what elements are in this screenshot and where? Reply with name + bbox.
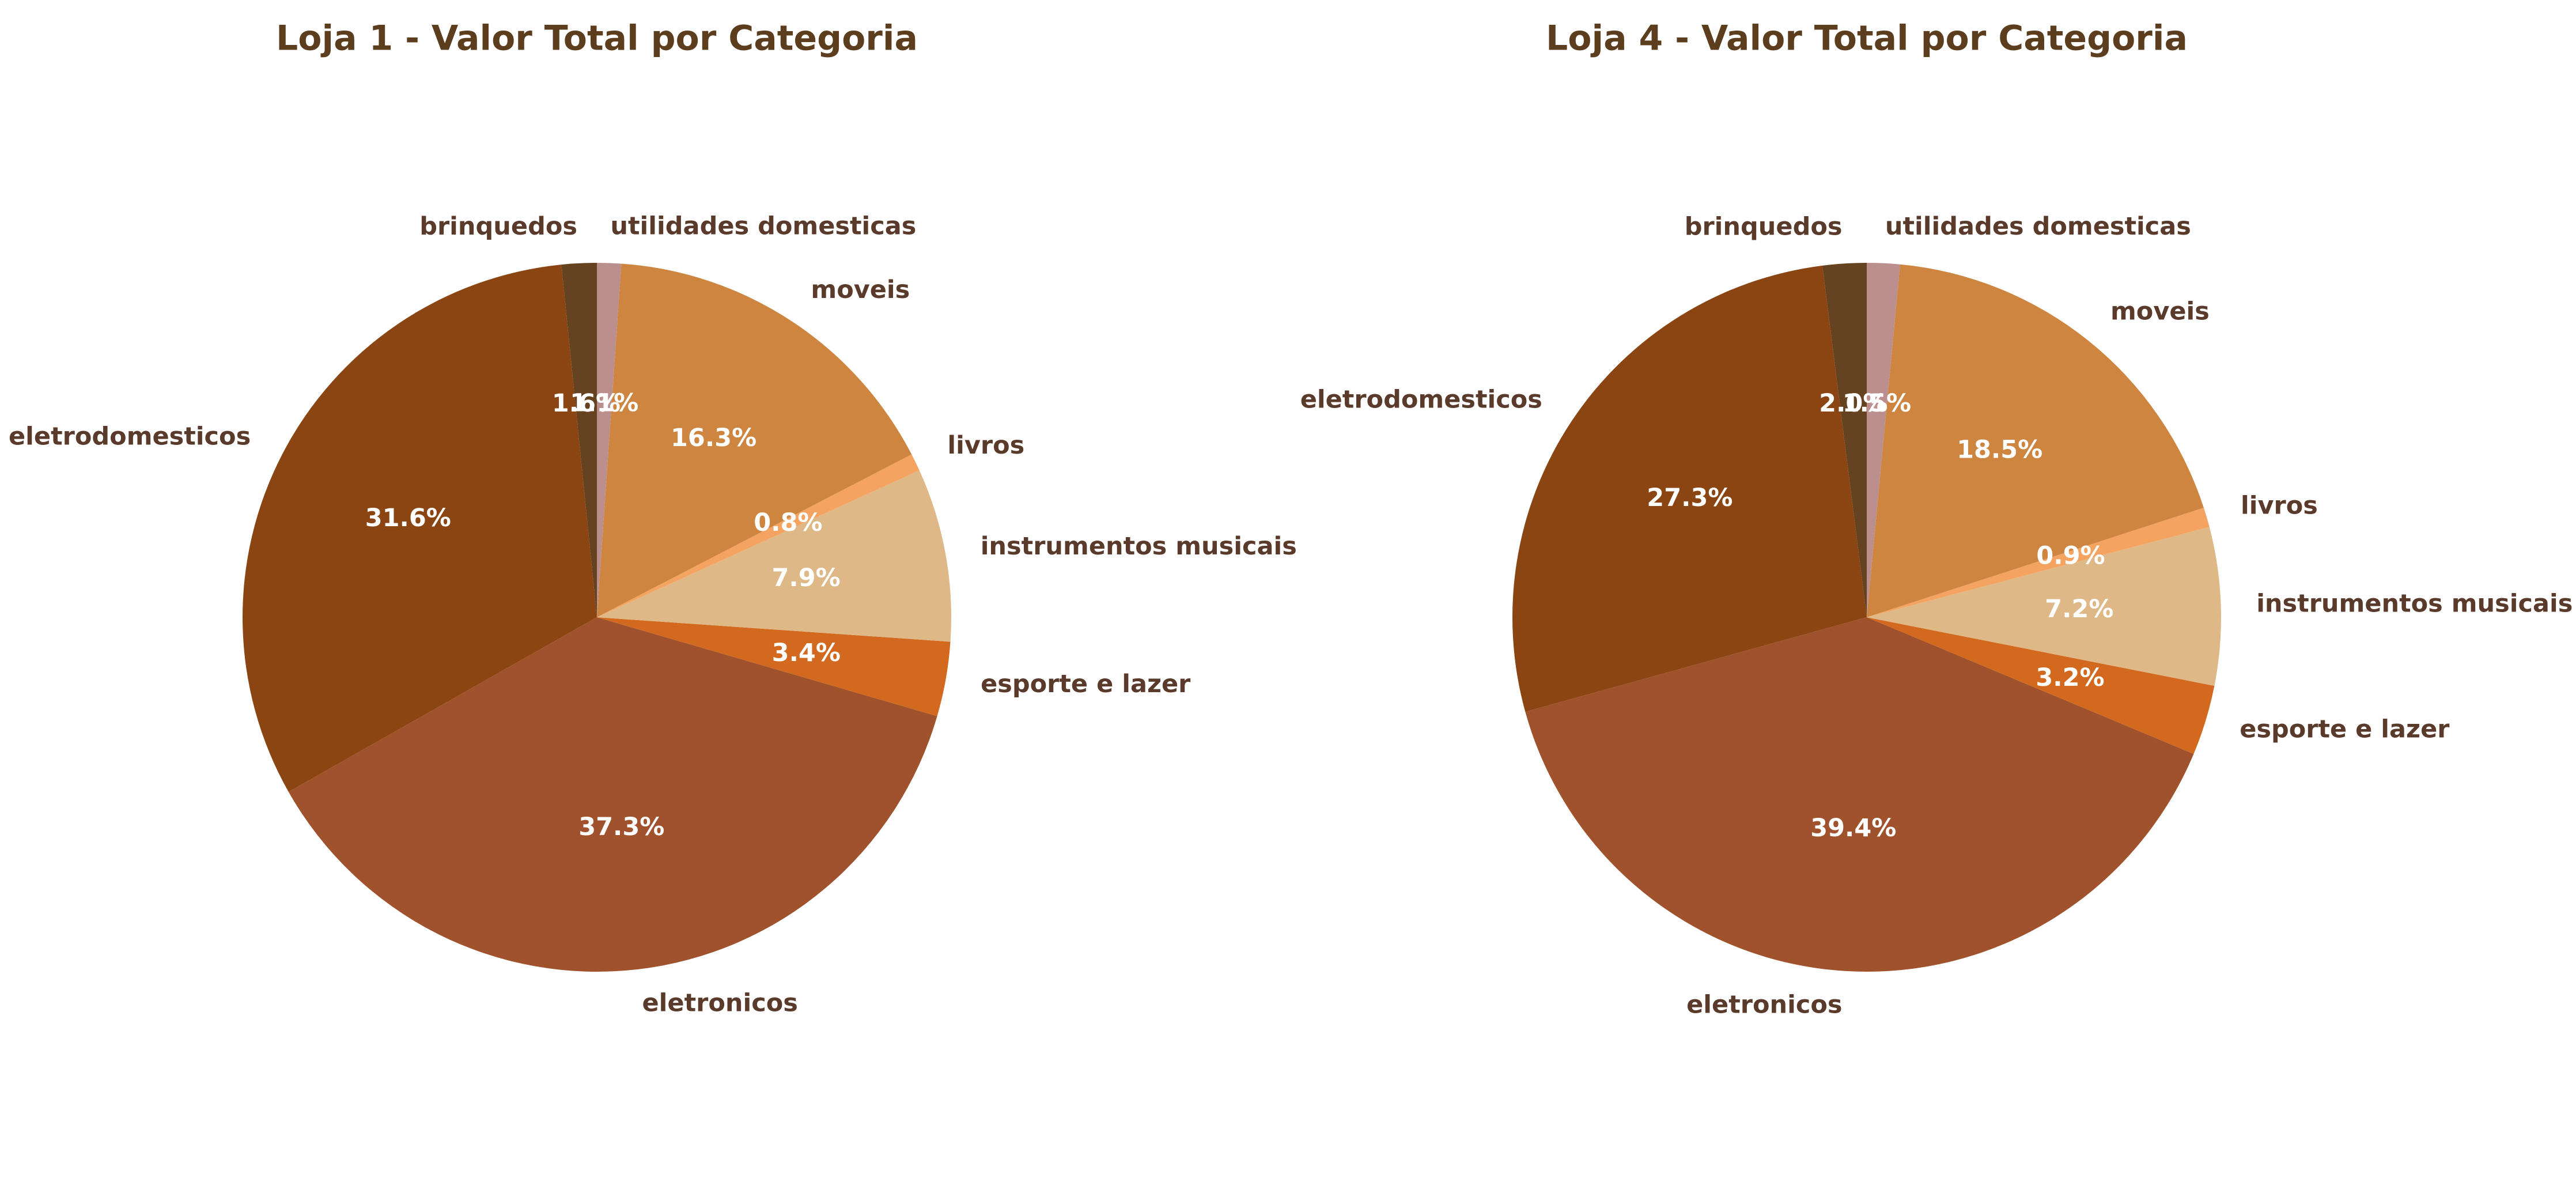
- slice-category-label: moveis: [811, 275, 910, 304]
- pie-slice-brinquedos: [561, 263, 597, 617]
- pie-slice-brinquedos: [1822, 263, 1867, 617]
- pie-slices: [243, 263, 951, 972]
- slice-percentage-label: 27.3%: [1647, 484, 1733, 512]
- slice-percentage-label: 7.2%: [2045, 595, 2113, 624]
- slice-category-label: livros: [2241, 492, 2318, 520]
- chart-title: Loja 4 - Valor Total por Categoria: [1546, 18, 2188, 59]
- slice-category-label: instrumentos musicais: [981, 532, 1297, 561]
- pie-slice-moveis: [1867, 264, 2204, 618]
- slice-category-label: utilidades domesticas: [1885, 212, 2191, 241]
- pie-slice-livros: [1867, 507, 2210, 617]
- pie-slice-eletrodomesticos: [243, 265, 597, 792]
- slice-percentage-label: 7.9%: [771, 564, 840, 592]
- slice-percentage-label: 18.5%: [1957, 436, 2042, 465]
- slice-percentage-label: 2.0%: [1819, 389, 1887, 418]
- pie-slices: [1512, 263, 2222, 972]
- slice-percentage-label: 31.6%: [365, 504, 451, 533]
- slice-percentage-label: 0.9%: [2036, 541, 2105, 570]
- slice-category-label: moveis: [2110, 297, 2210, 326]
- pie-slice-utilidades-domesticas: [1867, 263, 1900, 617]
- slice-percentage-label: 3.2%: [2036, 663, 2104, 692]
- slice-category-label: utilidades domesticas: [610, 212, 916, 240]
- slice-category-label: eletronicos: [642, 988, 798, 1017]
- slice-category-label: eletrodomesticos: [9, 422, 251, 451]
- slice-percentage-label: 0.8%: [754, 508, 822, 537]
- slice-percentage-label: 1.1%: [570, 389, 638, 418]
- pie-slice-instrumentos-musicais: [597, 470, 951, 642]
- pie-slice-eletrodomesticos: [1512, 265, 1867, 712]
- pie-slice-eletronicos: [1525, 617, 2194, 972]
- slice-category-label: esporte e lazer: [981, 670, 1191, 699]
- slice-percentage-label: 37.3%: [578, 813, 664, 841]
- pie-chart-2: Loja 4 - Valor Total por Categoria brinqu…: [1300, 18, 2573, 1020]
- slice-category-label: instrumentos musicais: [2256, 589, 2573, 618]
- pie-labels: brinquedos 1.6% eletrodomesticos 31.6% eletr…: [9, 212, 1297, 1017]
- pie-slice-moveis: [597, 263, 912, 618]
- slice-percentage-label: 39.4%: [1810, 814, 1896, 843]
- slice-category-label: esporte e lazer: [2240, 715, 2450, 743]
- pie-slice-eletronicos: [288, 617, 937, 972]
- slice-percentage-label: 1.6%: [552, 389, 621, 418]
- slice-percentage-label: 16.3%: [671, 424, 756, 452]
- pie-slice-livros: [597, 454, 920, 617]
- slice-category-label: livros: [947, 431, 1024, 460]
- pie-labels: brinquedos 2.0% eletrodomesticos 27.3% eletr…: [1300, 212, 2573, 1020]
- slice-percentage-label: 1.5%: [1843, 389, 1911, 418]
- slice-percentage-label: 3.4%: [772, 639, 841, 667]
- slice-category-label: brinquedos: [419, 212, 577, 241]
- slice-category-label: brinquedos: [1685, 212, 1843, 241]
- pie-slice-utilidades-domesticas: [597, 263, 622, 617]
- pie-slice-instrumentos-musicais: [1867, 527, 2222, 686]
- pie-slice-esporte-e-lazer: [1867, 617, 2215, 754]
- slice-category-label: eletronicos: [1686, 991, 1842, 1020]
- pie-chart-1: Loja 1 - Valor Total por Categoria brinqu…: [9, 18, 1297, 1018]
- pie-slice-esporte-e-lazer: [597, 617, 951, 716]
- slice-category-label: eletrodomesticos: [1300, 386, 1542, 414]
- chart-title: Loja 1 - Valor Total por Categoria: [276, 18, 918, 59]
